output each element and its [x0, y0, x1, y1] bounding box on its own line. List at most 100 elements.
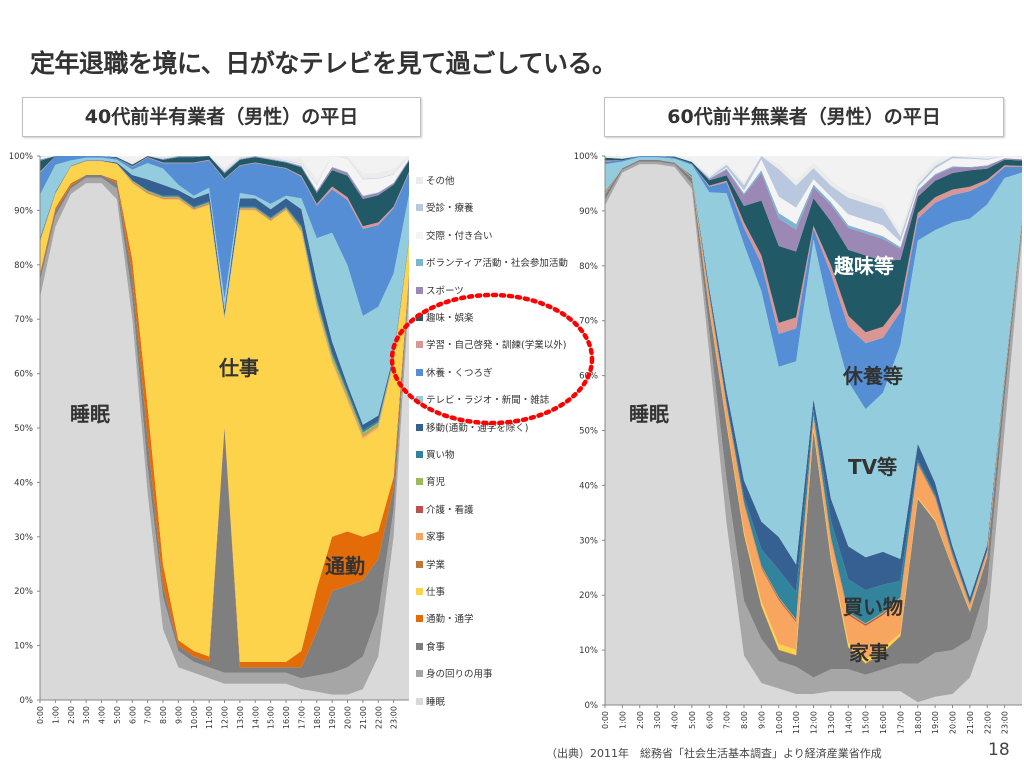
x-tick-label: 20:00 — [344, 706, 353, 729]
legend-label: 仕事 — [426, 587, 446, 598]
legend-label: 趣味・娯楽 — [426, 313, 474, 324]
legend-item: 休養・くつろぎ — [416, 367, 493, 381]
area-series — [40, 161, 409, 662]
x-tick-label: 14:00 — [251, 706, 260, 729]
source-note: （出典）2011年 総務省「社会生活基本調査」より経済産業省作成 — [546, 747, 882, 760]
y-tick-label: 10% — [579, 646, 598, 656]
legend-label: 学習・自己啓発・訓練(学業以外) — [426, 340, 567, 352]
area-series — [40, 156, 409, 227]
y-tick-label: 100% — [574, 152, 598, 162]
legend-swatch — [416, 642, 423, 650]
x-tick-label: 18:00 — [313, 706, 322, 729]
legend-label: 移動(通勤・通学を除く) — [426, 422, 529, 434]
x-tick-label: 9:00 — [757, 711, 766, 729]
legend-item: 買い物 — [416, 449, 455, 463]
legend-label: 食事 — [426, 641, 446, 653]
left-chart-title: 40代前半有業者（男性）の平日 — [22, 97, 421, 137]
annotation-work: 仕事 — [219, 356, 259, 380]
x-tick-label: 17:00 — [297, 706, 306, 729]
legend-label: 受診・療養 — [426, 203, 474, 215]
annotation-sleep-left: 睡眠 — [70, 402, 110, 426]
x-tick-label: 1:00 — [618, 711, 627, 729]
y-tick-label: 50% — [579, 427, 598, 437]
legend-label: 家事 — [426, 532, 446, 544]
legend-label: 休養・くつろぎ — [426, 367, 493, 379]
y-tick-label: 70% — [14, 315, 33, 325]
area-series — [40, 177, 409, 695]
x-tick-label: 1:00 — [51, 706, 60, 724]
area-series — [40, 156, 409, 316]
legend-swatch — [416, 314, 423, 321]
x-tick-label: 9:00 — [174, 706, 183, 724]
x-tick-label: 13:00 — [236, 706, 245, 729]
area-series — [40, 157, 409, 425]
legend-swatch — [416, 396, 423, 404]
y-tick-label: 40% — [579, 481, 598, 491]
legend-item: 通勤・通学 — [416, 613, 474, 627]
legend-item: 仕事 — [416, 586, 445, 600]
area-series — [605, 156, 1022, 248]
x-tick-label: 3:00 — [653, 711, 662, 729]
legend-label: ボランティア活動・社会参加活動 — [426, 258, 568, 270]
x-tick-label: 8:00 — [740, 711, 749, 729]
x-tick-label: 20:00 — [949, 711, 958, 734]
legend-swatch — [416, 259, 423, 267]
x-tick-label: 16:00 — [879, 711, 888, 734]
legend-swatch — [416, 204, 423, 212]
y-tick-label: 40% — [14, 478, 33, 488]
x-tick-label: 6:00 — [705, 711, 714, 729]
area-series — [605, 156, 1022, 237]
annotation-housework: 家事 — [849, 641, 889, 665]
y-tick-label: 20% — [579, 591, 598, 601]
area-series — [605, 159, 1022, 678]
legend-item: 睡眠 — [416, 696, 445, 710]
x-tick-label: 12:00 — [221, 706, 230, 729]
area-series — [40, 183, 409, 700]
x-tick-label: 8:00 — [159, 706, 168, 724]
legend-swatch — [416, 177, 423, 184]
y-tick-label: 30% — [14, 533, 33, 543]
legend-swatch — [416, 451, 423, 458]
legend-label: 買い物 — [426, 450, 455, 461]
x-tick-label: 17:00 — [896, 711, 905, 734]
legend-label: スポーツ — [426, 285, 464, 297]
x-tick-label: 12:00 — [810, 711, 819, 734]
area-series — [40, 156, 409, 196]
area-series — [40, 156, 409, 185]
legend-swatch — [416, 478, 423, 486]
x-tick-label: 7:00 — [144, 706, 153, 724]
legend-item: 学習・自己啓発・訓練(学業以外) — [416, 339, 566, 353]
area-series — [605, 156, 1022, 242]
area-series — [605, 156, 1022, 410]
annotation-rest: 休養等 — [843, 364, 903, 388]
legend-swatch — [416, 286, 423, 294]
legend-swatch — [416, 670, 423, 678]
legend-item: テレビ・ラジオ・新聞・雑誌 — [416, 394, 549, 408]
legend-label: 育児 — [426, 477, 446, 489]
right-chart-title: 60代前半無業者（男性）の平日 — [604, 97, 1004, 137]
y-tick-label: 10% — [14, 642, 33, 652]
x-tick-label: 2:00 — [67, 706, 76, 724]
x-tick-label: 15:00 — [862, 711, 871, 734]
legend-swatch — [416, 423, 423, 431]
legend-label: 睡眠 — [426, 696, 446, 708]
area-series — [40, 156, 409, 199]
y-tick-label: 20% — [14, 587, 33, 597]
x-tick-label: 23:00 — [390, 706, 399, 729]
x-tick-label: 2:00 — [636, 711, 645, 729]
legend-swatch — [416, 533, 423, 541]
x-tick-label: 4:00 — [98, 706, 107, 724]
legend-item: 移動(通勤・通学を除く) — [416, 422, 528, 436]
y-tick-label: 50% — [14, 424, 33, 434]
x-tick-label: 0:00 — [601, 711, 610, 729]
x-tick-label: 19:00 — [931, 711, 940, 734]
x-tick-label: 11:00 — [205, 706, 214, 729]
x-tick-label: 10:00 — [190, 706, 199, 729]
legend-swatch — [416, 615, 423, 623]
x-tick-label: 4:00 — [671, 711, 680, 729]
area-series — [40, 156, 409, 186]
y-tick-label: 90% — [579, 207, 598, 217]
legend-item: 受診・療養 — [416, 202, 474, 216]
x-tick-label: 5:00 — [113, 706, 122, 724]
